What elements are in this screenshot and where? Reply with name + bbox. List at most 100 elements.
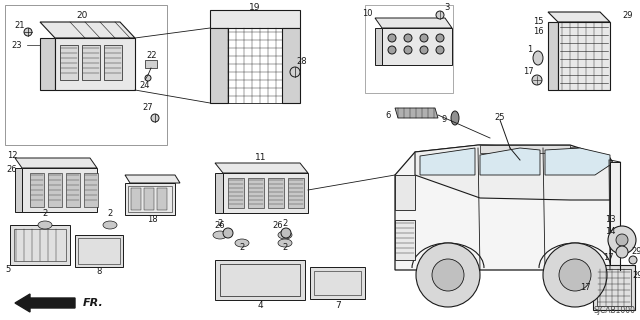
- Text: FR.: FR.: [83, 298, 104, 308]
- Bar: [82, 45, 100, 80]
- Bar: [66, 173, 80, 207]
- Circle shape: [388, 34, 396, 42]
- Text: 2: 2: [108, 210, 113, 219]
- Text: 7: 7: [335, 300, 341, 309]
- Ellipse shape: [533, 51, 543, 65]
- Bar: [60, 45, 78, 80]
- Circle shape: [420, 46, 428, 54]
- Text: 26: 26: [6, 165, 17, 174]
- Bar: [5, 5, 167, 145]
- Polygon shape: [15, 168, 22, 212]
- Bar: [395, 220, 415, 260]
- Text: 3: 3: [444, 4, 450, 12]
- Polygon shape: [415, 145, 610, 200]
- Bar: [48, 173, 62, 207]
- Bar: [395, 175, 415, 210]
- Circle shape: [436, 46, 444, 54]
- Ellipse shape: [103, 221, 117, 229]
- Text: 2: 2: [218, 220, 223, 228]
- Text: 28: 28: [297, 58, 307, 67]
- Bar: [128, 186, 172, 212]
- Polygon shape: [215, 163, 308, 173]
- Circle shape: [559, 259, 591, 291]
- Text: 2: 2: [42, 210, 47, 219]
- Text: 13: 13: [605, 215, 615, 225]
- Text: 29: 29: [633, 271, 640, 281]
- Bar: [215, 260, 305, 300]
- Polygon shape: [375, 18, 452, 28]
- Polygon shape: [480, 148, 540, 175]
- Circle shape: [145, 75, 151, 81]
- Circle shape: [436, 34, 444, 42]
- Bar: [144, 188, 154, 210]
- Bar: [597, 269, 631, 306]
- Circle shape: [629, 256, 637, 264]
- Bar: [480, 145, 570, 153]
- Bar: [30, 173, 44, 207]
- Text: 27: 27: [143, 103, 154, 113]
- Polygon shape: [548, 22, 558, 90]
- Polygon shape: [125, 175, 180, 183]
- Ellipse shape: [38, 221, 52, 229]
- Bar: [268, 178, 284, 208]
- Bar: [210, 28, 228, 103]
- Bar: [228, 28, 282, 103]
- Circle shape: [436, 11, 444, 19]
- FancyArrow shape: [15, 294, 75, 312]
- Bar: [220, 264, 300, 296]
- Bar: [210, 10, 300, 28]
- Text: 9: 9: [442, 116, 447, 124]
- Ellipse shape: [278, 239, 292, 247]
- Text: 29: 29: [623, 11, 633, 20]
- Polygon shape: [548, 12, 610, 22]
- Polygon shape: [22, 168, 97, 212]
- Bar: [248, 178, 264, 208]
- Polygon shape: [382, 28, 452, 65]
- Bar: [84, 173, 98, 207]
- Text: 14: 14: [605, 228, 615, 236]
- Text: 16: 16: [532, 28, 543, 36]
- Bar: [310, 267, 365, 299]
- Circle shape: [404, 34, 412, 42]
- Bar: [157, 188, 167, 210]
- Circle shape: [388, 46, 396, 54]
- Bar: [78, 238, 120, 264]
- Polygon shape: [375, 28, 382, 65]
- Circle shape: [416, 243, 480, 307]
- Text: 17: 17: [603, 253, 613, 262]
- Circle shape: [223, 228, 233, 238]
- Text: 10: 10: [362, 9, 372, 18]
- Ellipse shape: [278, 231, 292, 239]
- Polygon shape: [125, 183, 175, 215]
- Bar: [288, 178, 304, 208]
- Circle shape: [420, 34, 428, 42]
- Text: SJCAB1000: SJCAB1000: [593, 306, 635, 315]
- Bar: [593, 265, 635, 310]
- Text: 12: 12: [7, 150, 17, 159]
- Circle shape: [432, 259, 464, 291]
- Bar: [131, 188, 141, 210]
- Circle shape: [543, 243, 607, 307]
- Circle shape: [616, 246, 628, 258]
- Circle shape: [281, 228, 291, 238]
- Circle shape: [290, 67, 300, 77]
- Circle shape: [616, 234, 628, 246]
- Text: 2: 2: [282, 220, 287, 228]
- Text: 21: 21: [15, 20, 25, 29]
- Polygon shape: [395, 108, 438, 118]
- Text: 17: 17: [523, 68, 533, 76]
- Circle shape: [151, 114, 159, 122]
- Text: 18: 18: [147, 215, 157, 225]
- Polygon shape: [395, 145, 620, 270]
- Text: 5: 5: [5, 266, 11, 275]
- Ellipse shape: [235, 239, 249, 247]
- Polygon shape: [40, 22, 135, 38]
- Bar: [314, 271, 361, 295]
- Polygon shape: [545, 148, 610, 175]
- Circle shape: [404, 46, 412, 54]
- Text: 19: 19: [249, 3, 260, 12]
- Circle shape: [608, 226, 636, 254]
- Polygon shape: [215, 173, 223, 213]
- Polygon shape: [15, 158, 97, 168]
- Bar: [365, 5, 453, 93]
